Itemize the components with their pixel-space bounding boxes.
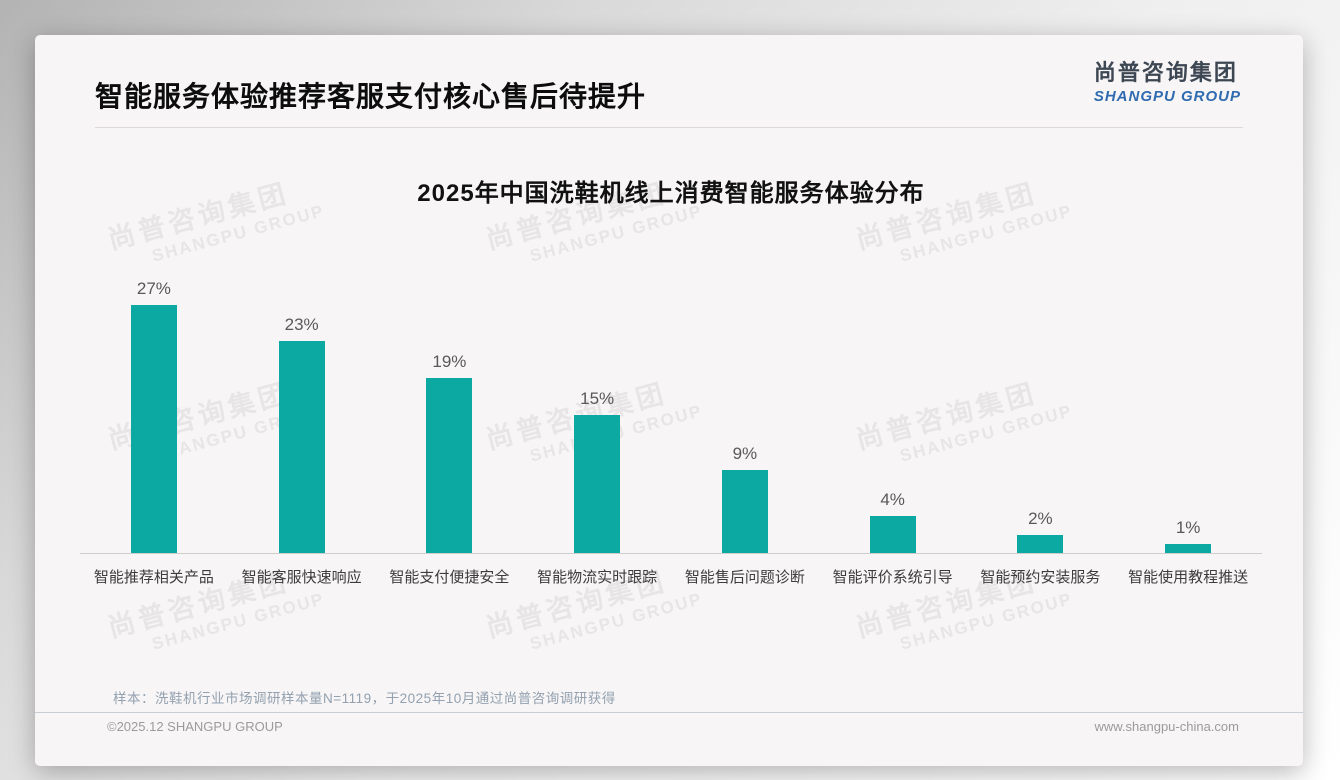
header: 智能服务体验推荐客服支付核心售后待提升 尚普咨询集团 SHANGPU GROUP: [35, 35, 1303, 128]
copyright-text: ©2025.12 SHANGPU GROUP: [107, 719, 283, 734]
x-axis-label: 智能预约安装服务: [980, 569, 1101, 586]
chart-column: 19%: [376, 277, 524, 553]
brand-logo: 尚普咨询集团 SHANGPU GROUP: [1094, 55, 1241, 105]
x-axis-label: 智能客服快速响应: [241, 569, 362, 586]
bar-value-label: 27%: [136, 278, 171, 298]
header-divider: [95, 127, 1243, 128]
chart-plot-area: 27% 23% 19% 15% 9% 4% 2% 1%: [80, 277, 1262, 553]
x-axis-label: 智能评价系统引导: [832, 569, 953, 586]
chart-column: 15%: [523, 277, 671, 553]
bar-value-label: 9%: [732, 444, 758, 464]
bar-2: [278, 341, 325, 553]
website-url: www.shangpu-china.com: [1094, 719, 1239, 734]
bar-7: [1017, 534, 1064, 553]
x-axis-label: 智能推荐相关产品: [93, 569, 214, 586]
chart-column: 4%: [819, 277, 967, 553]
bar-5: [721, 470, 768, 553]
chart-title: 2025年中国洗鞋机线上消费智能服务体验分布: [417, 180, 925, 207]
bar-1: [130, 304, 177, 553]
x-axis-label: 智能支付便捷安全: [389, 569, 510, 586]
bar-value-label: 23%: [284, 315, 319, 335]
bar-4: [574, 415, 621, 553]
brand-logo-cn: 尚普咨询集团: [1093, 60, 1238, 85]
x-axis-line: [80, 553, 1262, 554]
bar-3: [426, 378, 473, 553]
chart-column: 9%: [671, 277, 819, 553]
x-axis-label: 智能售后问题诊断: [684, 569, 805, 586]
chart-column: 1%: [1114, 277, 1262, 553]
bar-value-label: 4%: [880, 490, 905, 510]
brand-logo-en: SHANGPU GROUP: [1093, 88, 1241, 105]
x-axis-label: 智能物流实时跟踪: [537, 569, 658, 586]
page-title: 智能服务体验推荐客服支付核心售后待提升: [95, 81, 647, 112]
x-axis-labels: 智能推荐相关产品 智能客服快速响应 智能支付便捷安全 智能物流实时跟踪 智能售后问题诊断…: [80, 566, 1262, 587]
bar-6: [869, 516, 916, 553]
chart-column: 23%: [228, 277, 376, 553]
bar-value-label: 15%: [580, 389, 615, 408]
footer-divider: [35, 712, 1303, 713]
sample-note: 样本：洗鞋机行业市场调研样本量N=1119，于2025年10月通过尚普咨询调研获…: [113, 691, 616, 706]
report-card: 尚普咨询集团 SHANGPU GROUP 尚普咨询集团 SHANGPU GROUP 尚普…: [35, 35, 1303, 766]
bar-value-label: 19%: [432, 352, 467, 372]
chart-column: 2%: [967, 277, 1115, 553]
x-axis-label: 智能使用教程推送: [1128, 569, 1249, 586]
bar-8: [1165, 543, 1212, 553]
footer: ©2025.12 SHANGPU GROUP www.shangpu-china…: [107, 719, 1239, 734]
bar-value-label: 1%: [1175, 517, 1201, 537]
bar-value-label: 2%: [1028, 508, 1053, 528]
chart-column: 27%: [80, 277, 228, 553]
